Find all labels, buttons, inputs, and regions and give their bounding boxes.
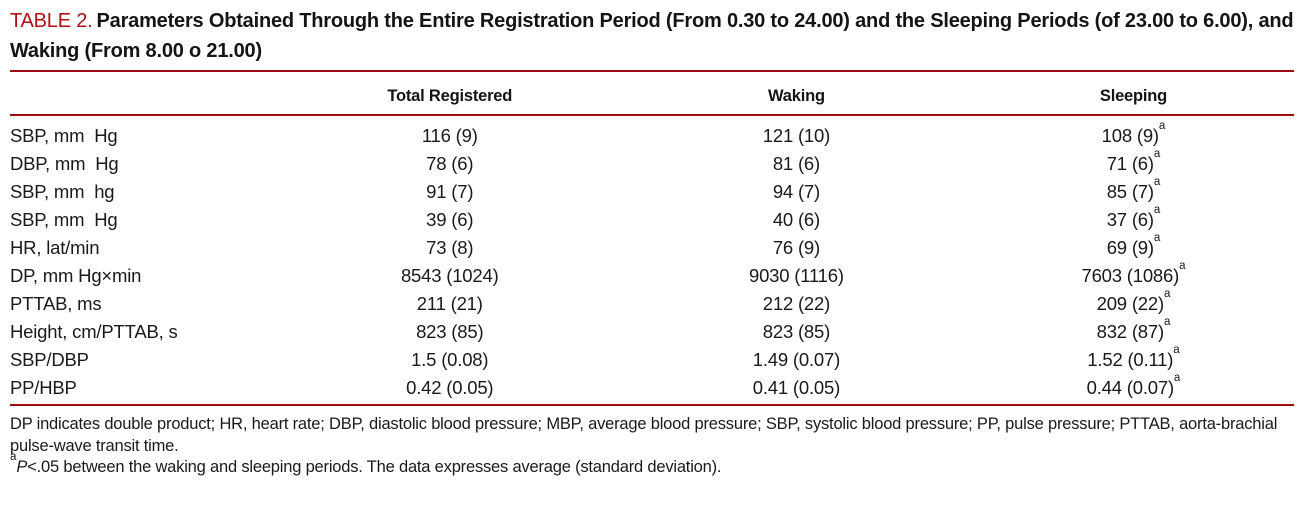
table-caption: Parameters Obtained Through the Entire R…: [10, 10, 1294, 62]
row-label: SBP, mm Hg: [10, 125, 118, 146]
cell-sleeping: 69 (9)a: [973, 231, 1294, 262]
cell-total-registered: 1.5 (0.08): [411, 349, 489, 370]
row-label: SBP, mm Hg: [10, 209, 118, 230]
col-header-waking: Waking: [767, 87, 825, 105]
cell-sleeping-value: 0.44 (0.07): [1086, 377, 1174, 398]
footnote-significance: aP<.05 between the waking and sleeping p…: [10, 451, 1294, 479]
cell-sleeping-sup: a: [1158, 119, 1166, 132]
footnote-significance-marker: a: [10, 450, 17, 463]
cell-total-registered: 8543 (1024): [400, 265, 499, 286]
cell-sleeping: 209 (22)a: [973, 287, 1294, 318]
cell-sleeping-sup: a: [1153, 175, 1161, 188]
footnote-significance-p: P: [16, 458, 28, 476]
cell-sleeping: 7603 (1086)a: [973, 259, 1294, 290]
row-label: DP, mm Hg×min: [10, 265, 142, 286]
cell-waking: 212 (22): [762, 293, 831, 314]
footnotes: DP indicates double product; HR, heart r…: [10, 414, 1294, 479]
cell-sleeping-sup: a: [1153, 203, 1161, 216]
table-row: DP, mm Hg×min 8543 (1024) 9030 (1116) 76…: [10, 259, 1294, 290]
cell-sleeping-value: 7603 (1086): [1081, 265, 1180, 286]
row-label: Height, cm/PTTAB, s: [10, 321, 178, 342]
cell-total-registered: 39 (6): [426, 209, 474, 230]
cell-sleeping-value: 832 (87): [1096, 321, 1165, 342]
row-label: SBP, mm hg: [10, 181, 115, 202]
cell-sleeping: 832 (87)a: [973, 315, 1294, 346]
cell-sleeping-value: 1.52 (0.11): [1087, 349, 1174, 370]
cell-waking: 823 (85): [762, 321, 831, 342]
parameters-table: Total Registered Waking Sleeping SBP, mm…: [10, 70, 1294, 406]
table-row: SBP, mm Hg 116 (9) 121 (10) 108 (9)a: [10, 115, 1294, 150]
cell-sleeping-sup: a: [1179, 259, 1186, 272]
table-row: Height, cm/PTTAB, s 823 (85) 823 (85) 83…: [10, 315, 1294, 346]
row-label: DBP, mm Hg: [10, 153, 119, 174]
cell-sleeping-value: 69 (9): [1106, 237, 1154, 258]
table-row: PTTAB, ms 211 (21) 212 (22) 209 (22)a: [10, 287, 1294, 318]
cell-waking: 81 (6): [772, 153, 820, 174]
cell-total-registered: 823 (85): [416, 321, 484, 342]
cell-waking: 40 (6): [772, 209, 820, 230]
table-title: TABLE 2. Parameters Obtained Through the …: [10, 6, 1294, 66]
row-label: PP/HBP: [10, 377, 77, 398]
cell-sleeping-value: 209 (22): [1096, 293, 1165, 314]
table-row: SBP/DBP 1.5 (0.08) 1.49 (0.07) 1.52 (0.1…: [10, 343, 1294, 374]
cell-waking: 121 (10): [762, 125, 831, 146]
cell-waking: 76 (9): [772, 237, 820, 258]
cell-sleeping-value: 85 (7): [1106, 181, 1154, 202]
cell-sleeping: 1.52 (0.11)a: [973, 343, 1294, 374]
cell-total-registered: 0.42 (0.05): [406, 377, 494, 398]
cell-waking: 0.41 (0.05): [752, 377, 841, 398]
table-body: SBP, mm Hg 116 (9) 121 (10) 108 (9)a DBP…: [10, 115, 1294, 405]
table-row: PP/HBP 0.42 (0.05) 0.41 (0.05) 0.44 (0.0…: [10, 371, 1294, 406]
row-label: HR, lat/min: [10, 237, 100, 258]
col-header-parameter: [10, 71, 280, 115]
cell-waking: 1.49 (0.07): [752, 349, 841, 370]
table-row: SBP, mm hg 91 (7) 94 (7) 85 (7)a: [10, 175, 1294, 206]
row-label: PTTAB, ms: [10, 293, 102, 314]
cell-sleeping-sup: a: [1153, 147, 1161, 160]
cell-waking: 94 (7): [772, 181, 820, 202]
cell-sleeping: 71 (6)a: [973, 147, 1294, 178]
cell-sleeping-value: 71 (6): [1106, 153, 1154, 174]
cell-sleeping-value: 37 (6): [1106, 209, 1154, 230]
cell-sleeping-sup: a: [1153, 231, 1161, 244]
cell-sleeping: 85 (7)a: [973, 175, 1294, 206]
table-row: DBP, mm Hg 78 (6) 81 (6) 71 (6)a: [10, 147, 1294, 178]
cell-total-registered: 91 (7): [426, 181, 474, 202]
table-row: HR, lat/min 73 (8) 76 (9) 69 (9)a: [10, 231, 1294, 262]
cell-total-registered: 78 (6): [426, 153, 474, 174]
cell-total-registered: 73 (8): [426, 237, 474, 258]
row-label: SBP/DBP: [10, 349, 89, 370]
footnote-significance-text: <.05 between the waking and sleeping per…: [27, 458, 722, 476]
cell-sleeping: 108 (9)a: [973, 115, 1294, 150]
cell-sleeping-sup: a: [1173, 371, 1181, 384]
cell-sleeping-sup: a: [1163, 287, 1171, 300]
cell-sleeping: 0.44 (0.07)a: [973, 371, 1294, 406]
footnote-abbreviations: DP indicates double product; HR, heart r…: [10, 415, 1278, 455]
cell-sleeping: 37 (6)a: [973, 203, 1294, 234]
cell-sleeping-sup: a: [1173, 343, 1180, 356]
col-header-sleeping: Sleeping: [1099, 87, 1168, 105]
cell-sleeping-sup: a: [1163, 315, 1171, 328]
cell-total-registered: 211 (21): [416, 293, 483, 314]
cell-waking: 9030 (1116): [749, 265, 844, 286]
col-header-total-registered: Total Registered: [387, 87, 513, 105]
table-row: SBP, mm Hg 39 (6) 40 (6) 37 (6)a: [10, 203, 1294, 234]
cell-total-registered: 116 (9): [421, 125, 478, 146]
header-row: Total Registered Waking Sleeping: [10, 71, 1294, 115]
cell-sleeping-value: 108 (9): [1101, 125, 1159, 146]
table-number: TABLE 2.: [10, 10, 93, 32]
